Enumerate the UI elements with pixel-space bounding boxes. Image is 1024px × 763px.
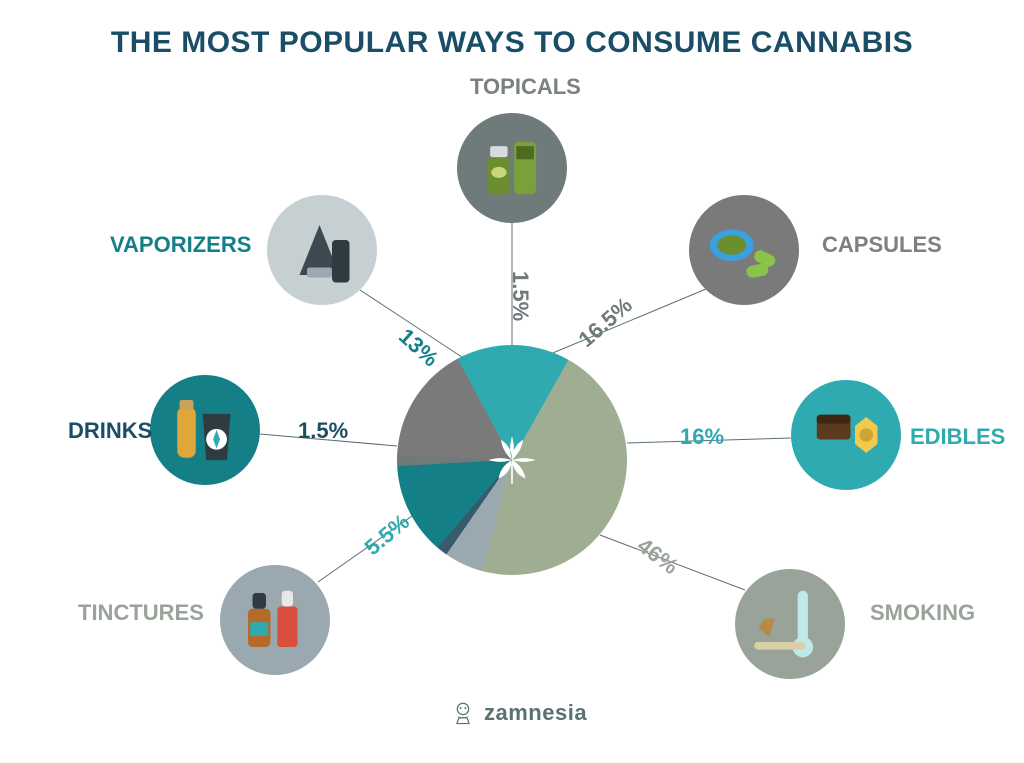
tinctures-label: TINCTURES <box>78 600 204 626</box>
edibles-label: EDIBLES <box>910 424 1005 450</box>
vaporizers-pct: 13% <box>393 323 443 372</box>
tinctures-pct: 5.5% <box>360 509 415 561</box>
pie-chart <box>397 345 627 575</box>
vaporizers-label: VAPORIZERS <box>110 232 251 258</box>
smoking-icon <box>749 583 831 665</box>
smoking-pct: 46% <box>632 533 683 580</box>
smoking-bubble <box>735 569 845 679</box>
title-text: THE MOST POPULAR WAYS TO CONSUME CANNABI… <box>111 26 913 59</box>
topicals-icon <box>477 133 547 203</box>
topicals-bubble <box>457 113 567 223</box>
brand-logo: zamnesia <box>450 700 587 726</box>
tinctures-bubble <box>220 565 330 675</box>
vaporizers-icon <box>282 210 362 290</box>
capsules-icon <box>705 211 783 289</box>
drinks-pct: 1.5% <box>298 418 348 444</box>
cannabis-leaf-icon <box>485 433 539 487</box>
logo-mark-icon <box>450 700 476 726</box>
drinks-label: DRINKS <box>68 418 152 444</box>
topicals-pct: 1.5% <box>507 271 533 321</box>
page-title: THE MOST POPULAR WAYS TO CONSUME CANNABI… <box>0 26 1024 60</box>
capsules-bubble <box>689 195 799 305</box>
capsules-label: CAPSULES <box>822 232 942 258</box>
logo-text: zamnesia <box>484 700 587 726</box>
vaporizers-bubble <box>267 195 377 305</box>
topicals-label: TOPICALS <box>470 74 581 100</box>
infographic-stage: THE MOST POPULAR WAYS TO CONSUME CANNABI… <box>0 0 1024 763</box>
edibles-icon <box>810 399 882 471</box>
edibles-bubble <box>791 380 901 490</box>
tinctures-icon <box>239 584 311 656</box>
drinks-icon <box>168 393 242 467</box>
edibles-pct: 16% <box>680 424 724 450</box>
capsules-pct: 16.5% <box>573 292 637 353</box>
smoking-label: SMOKING <box>870 600 975 626</box>
drinks-bubble <box>150 375 260 485</box>
